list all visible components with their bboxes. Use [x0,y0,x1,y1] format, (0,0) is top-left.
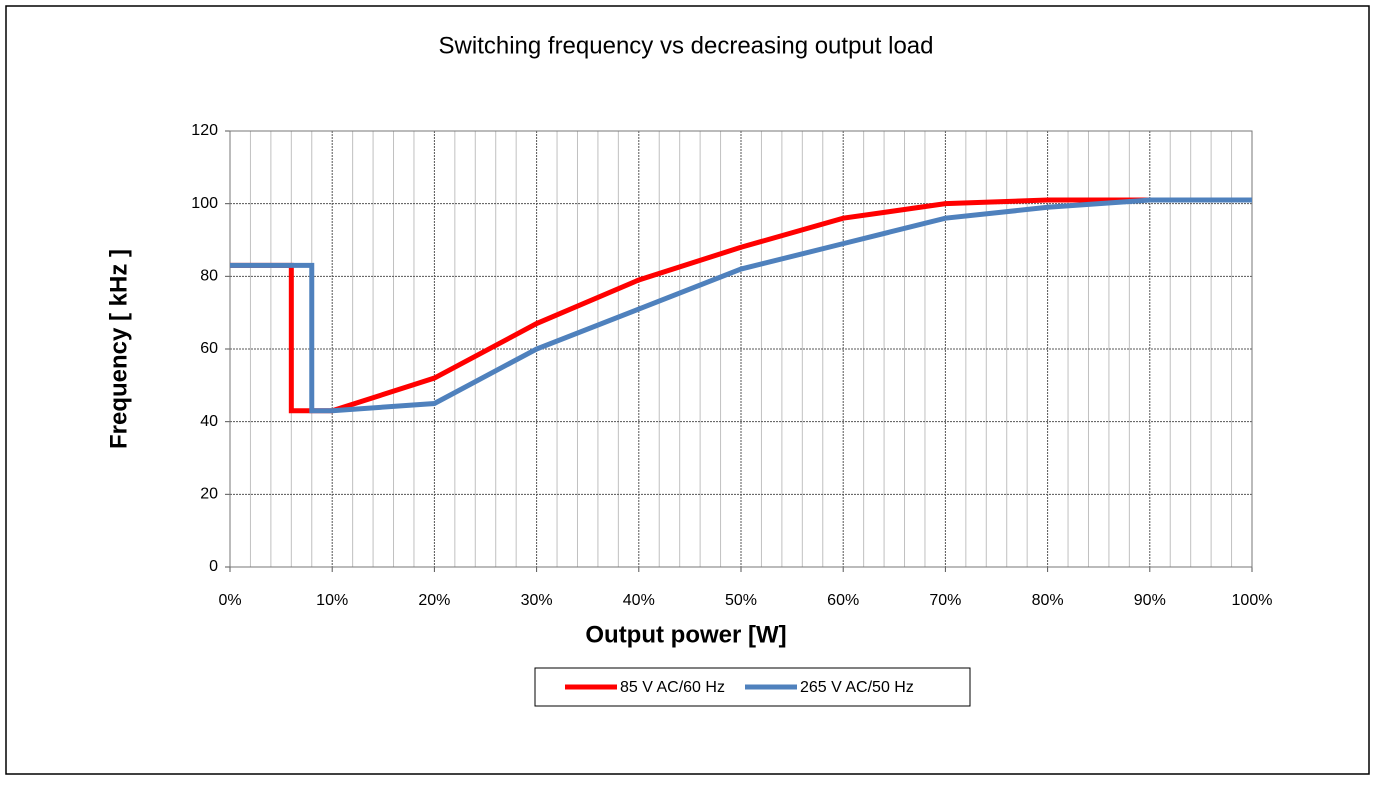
x-tick-label: 0% [218,592,241,609]
y-tick-label: 60 [200,340,218,357]
series-line [230,197,1252,414]
series-line [230,197,1252,414]
x-tick-label: 70% [929,592,961,609]
x-axis-label: Output power [W] [585,621,786,648]
y-tick-label: 0 [209,558,218,575]
chart-frame [5,5,1370,775]
x-tick-label: 20% [418,592,450,609]
x-tick-label: 100% [1232,592,1273,609]
x-tick-label: 30% [521,592,553,609]
y-tick-label: 40 [200,413,218,430]
x-tick-label: 40% [623,592,655,609]
x-tick-label: 10% [316,592,348,609]
y-tick-label: 100 [191,195,218,212]
y-tick-label: 80 [200,268,218,285]
y-tick-label: 120 [191,122,218,139]
x-tick-label: 80% [1032,592,1064,609]
y-axis-label: Frequency [ kHz ] [105,249,132,449]
legend-label: 85 V AC/60 Hz [620,679,725,696]
legend-label: 265 V AC/50 Hz [800,679,914,696]
chart-title: Switching frequency vs decreasing output… [439,32,934,59]
y-tick-label: 20 [200,486,218,503]
plot-frame [229,130,1253,568]
x-tick-label: 50% [725,592,757,609]
x-tick-label: 60% [827,592,859,609]
x-tick-label: 90% [1134,592,1166,609]
